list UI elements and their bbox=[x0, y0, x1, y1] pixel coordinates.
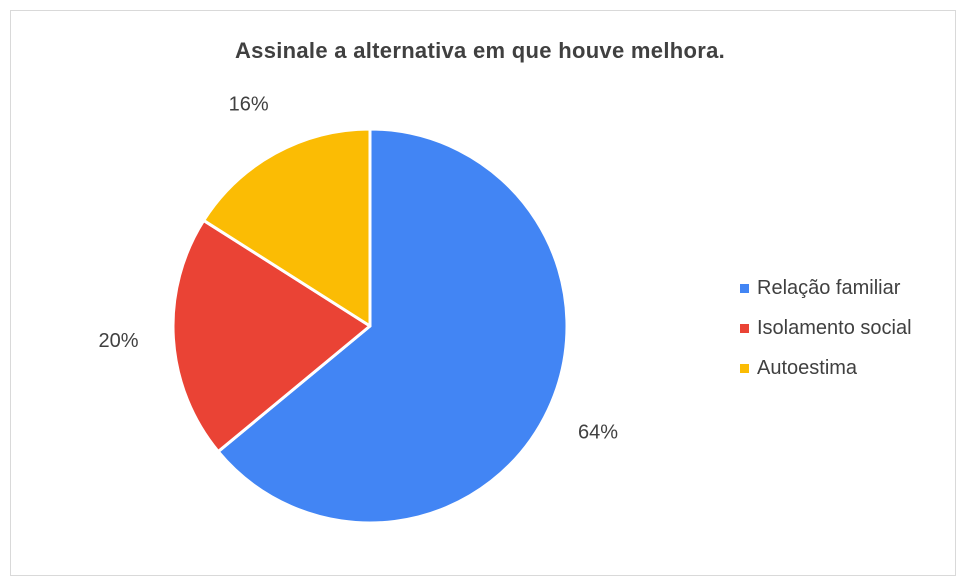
chart-legend: Relação familiar Isolamento social Autoe… bbox=[740, 268, 912, 388]
slice-relacao-familiar bbox=[216, 127, 569, 525]
chart-title: Assinale a alternativa em que houve melh… bbox=[234, 38, 726, 63]
data-label: 20% bbox=[98, 330, 138, 352]
legend-label: Autoestima bbox=[757, 356, 858, 379]
legend-item-autoestima: Autoestima bbox=[740, 348, 912, 388]
slice-autoestima bbox=[202, 127, 372, 328]
legend-item-relacao-familiar: Relação familiar bbox=[740, 268, 912, 308]
legend-item-isolamento-social: Isolamento social bbox=[740, 308, 912, 348]
legend-label: Relação familiar bbox=[757, 276, 901, 299]
legend-marker bbox=[740, 283, 749, 293]
legend-marker bbox=[740, 323, 749, 333]
legend-label: Isolamento social bbox=[757, 316, 912, 339]
data-label: 16% bbox=[229, 93, 269, 115]
data-label: 64% bbox=[578, 422, 618, 444]
slice-isolamento-social bbox=[171, 218, 372, 454]
legend-marker bbox=[740, 363, 749, 373]
